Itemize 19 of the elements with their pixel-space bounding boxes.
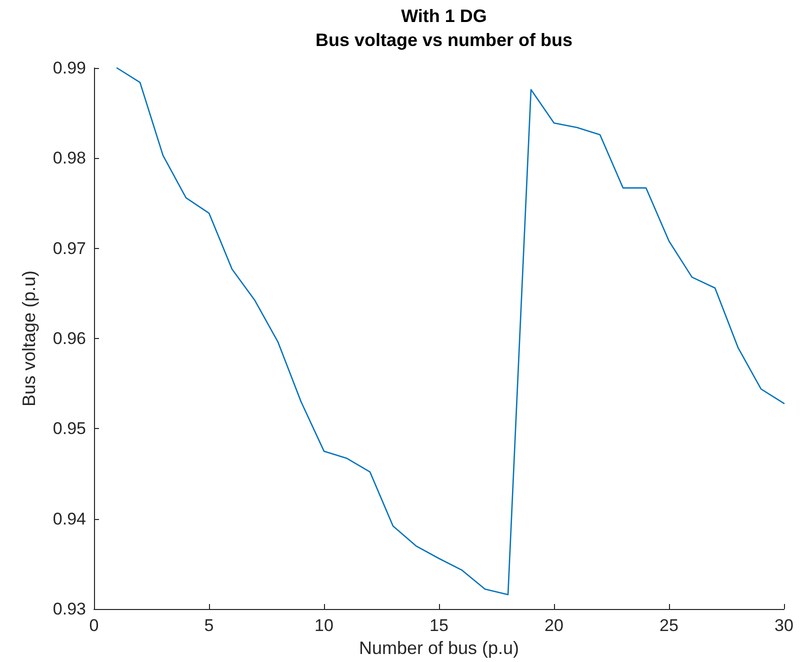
chart-subtitle: Bus voltage vs number of bus (315, 30, 573, 50)
line-series (116, 67, 785, 596)
y-tick-label: 0.96 (52, 329, 86, 348)
y-tick-label: 0.95 (52, 419, 86, 438)
y-tick-label: 0.93 (52, 600, 86, 618)
y-tick-label: 0.98 (52, 148, 86, 168)
x-axis-title: Number of bus (p.u) (358, 638, 520, 658)
chart-title: With 1 DG (401, 6, 487, 26)
x-tick-label: 10 (314, 616, 334, 635)
x-tick-label: 25 (660, 616, 678, 635)
y-axis-title: Bus voltage (p.u) (19, 270, 39, 407)
y-tick-label: 0.94 (52, 509, 86, 528)
y-tick-label: 0.99 (52, 58, 86, 78)
x-tick-label: 20 (544, 616, 564, 635)
x-tick-label: 0 (89, 616, 99, 635)
x-tick-label: 5 (204, 616, 214, 635)
x-tick-label: 30 (774, 616, 794, 635)
y-tick-label: 0.97 (52, 238, 86, 258)
x-tick-label: 15 (430, 616, 448, 635)
